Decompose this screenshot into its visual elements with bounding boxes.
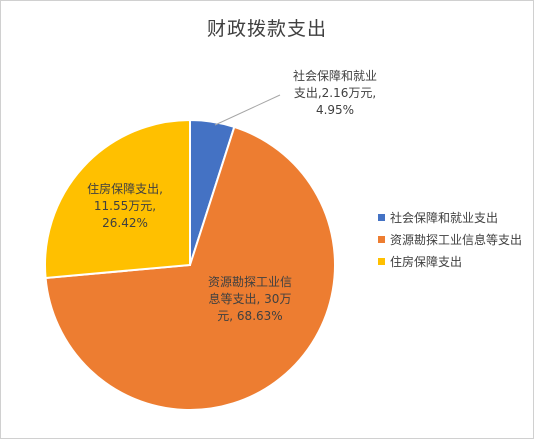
legend-swatch [378,257,385,265]
legend-item-resource-exploration: 资源勘探工业信息等支出 [378,228,522,250]
legend-label: 资源勘探工业信息等支出 [390,232,523,247]
legend-swatch [378,213,385,221]
legend-item-housing: 住房保障支出 [378,250,522,272]
data-label-housing: 住房保障支出, 11.55万元, 26.42% [87,181,163,230]
data-label-line: 住房保障支出, [87,181,163,196]
legend-item-social-security: 社会保障和就业支出 [378,206,522,228]
pie-slices [44,118,336,411]
pie-slice-resource-exploration [44,125,336,411]
data-label-resource-exploration: 资源勘探工业信息等支出, 30万元, 68.63% [208,275,292,323]
data-label-line: 26.42% [102,216,148,230]
data-label-line: 社会保障和就业 [293,68,377,83]
leader-line-social-security [214,94,281,126]
data-label-line: 11.55万元, [94,199,156,213]
legend-label: 社会保障和就业支出 [390,210,499,225]
legend-label: 住房保障支出 [390,254,463,269]
pie-slice-housing [44,118,191,280]
data-label-line: 支出,2.16万元, [294,86,376,100]
data-label-line: 资源勘探工业信 [208,275,292,289]
data-labels: 社会保障和就业支出,2.16万元, 4.95% 资源勘探工业信息等支出, 30万元,… [87,68,377,323]
legend: 社会保障和就业支出 资源勘探工业信息等支出 住房保障支出 [378,206,522,272]
data-label-line: 息等支出, 30万 [209,291,292,306]
chart-title: 财政拨款支出 [206,18,327,40]
data-label-line: 元, 68.63% [217,309,282,323]
legend-swatch [378,235,385,243]
data-label-social-security: 社会保障和就业支出,2.16万元, 4.95% [293,68,377,117]
data-label-line: 4.95% [316,103,354,117]
